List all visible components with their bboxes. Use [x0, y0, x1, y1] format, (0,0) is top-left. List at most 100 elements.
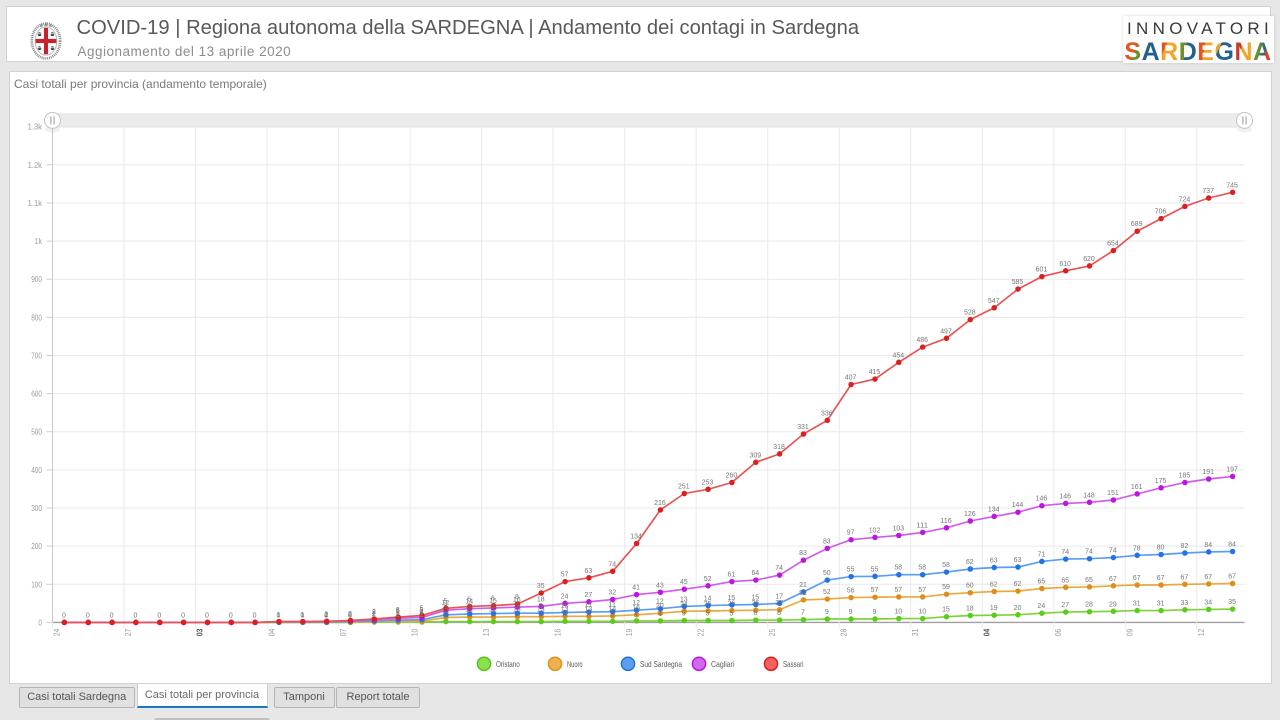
svg-text:0: 0: [181, 610, 185, 619]
svg-text:2: 2: [515, 610, 519, 619]
svg-text:63: 63: [1014, 555, 1022, 564]
svg-text:146: 146: [1059, 491, 1071, 500]
svg-text:65: 65: [1038, 577, 1046, 586]
svg-text:5: 5: [443, 596, 447, 605]
svg-text:6: 6: [420, 605, 424, 614]
svg-text:57: 57: [561, 570, 569, 579]
svg-text:2: 2: [443, 610, 447, 619]
svg-text:6: 6: [491, 594, 495, 603]
svg-text:620: 620: [1083, 254, 1095, 263]
svg-text:74: 74: [608, 559, 616, 568]
svg-text:63: 63: [585, 566, 593, 575]
svg-text:3: 3: [396, 605, 400, 614]
svg-text:14: 14: [704, 594, 712, 603]
svg-text:9: 9: [873, 607, 877, 616]
svg-text:1: 1: [324, 610, 328, 619]
svg-text:04: 04: [266, 628, 276, 636]
svg-text:78: 78: [1133, 543, 1141, 552]
svg-text:28: 28: [838, 628, 848, 636]
svg-text:65: 65: [1061, 575, 1069, 584]
svg-text:35: 35: [537, 581, 545, 590]
svg-text:2: 2: [539, 610, 543, 619]
svg-text:1.2k: 1.2k: [28, 160, 43, 170]
svg-text:84: 84: [1204, 540, 1212, 549]
svg-text:20: 20: [656, 601, 664, 610]
svg-text:31: 31: [1133, 599, 1141, 608]
svg-text:18: 18: [966, 604, 974, 613]
svg-text:102: 102: [869, 525, 881, 534]
svg-text:67: 67: [1157, 573, 1165, 582]
svg-text:62: 62: [990, 580, 998, 589]
svg-text:1.3k: 1.3k: [28, 122, 43, 132]
svg-text:0: 0: [300, 610, 304, 619]
svg-text:9: 9: [491, 602, 495, 611]
svg-text:65: 65: [1085, 575, 1093, 584]
svg-text:0: 0: [324, 610, 328, 619]
svg-text:400: 400: [31, 465, 42, 475]
svg-text:15: 15: [489, 596, 497, 605]
svg-text:83: 83: [823, 536, 831, 545]
svg-text:0: 0: [133, 610, 137, 619]
svg-text:67: 67: [1109, 574, 1117, 583]
svg-text:9: 9: [539, 601, 543, 610]
svg-text:3: 3: [586, 609, 590, 618]
svg-text:10: 10: [409, 628, 419, 636]
svg-text:74: 74: [1061, 547, 1069, 556]
svg-text:18: 18: [537, 594, 545, 603]
svg-text:610: 610: [1059, 259, 1071, 268]
svg-text:14: 14: [465, 597, 473, 606]
svg-text:13: 13: [481, 628, 491, 636]
svg-text:2: 2: [396, 609, 400, 618]
svg-text:528: 528: [964, 308, 976, 317]
svg-text:24: 24: [680, 599, 688, 608]
svg-text:27: 27: [123, 628, 133, 636]
svg-text:55: 55: [871, 564, 879, 573]
svg-text:12: 12: [632, 598, 640, 607]
svg-text:19: 19: [990, 603, 998, 612]
svg-text:Nuoro: Nuoro: [567, 659, 583, 669]
svg-text:585: 585: [1012, 277, 1024, 286]
svg-text:62: 62: [966, 557, 974, 566]
svg-text:83: 83: [799, 548, 807, 557]
svg-text:724: 724: [1179, 194, 1191, 203]
svg-text:17: 17: [775, 591, 783, 600]
svg-text:12: 12: [465, 605, 473, 614]
svg-text:56: 56: [847, 586, 855, 595]
svg-text:03: 03: [195, 628, 205, 636]
svg-text:21: 21: [799, 580, 807, 589]
svg-text:146: 146: [1036, 494, 1048, 503]
svg-text:11: 11: [585, 600, 593, 609]
svg-text:45: 45: [680, 577, 688, 586]
svg-text:31: 31: [910, 628, 920, 636]
svg-text:900: 900: [31, 274, 42, 284]
svg-text:600: 600: [31, 389, 42, 399]
svg-text:2: 2: [420, 609, 424, 618]
svg-text:84: 84: [1228, 540, 1236, 549]
svg-text:74: 74: [1109, 546, 1117, 555]
svg-text:63: 63: [990, 556, 998, 565]
svg-text:0: 0: [110, 610, 114, 619]
svg-text:35: 35: [1228, 597, 1236, 606]
svg-text:253: 253: [702, 477, 714, 486]
svg-text:06: 06: [1053, 628, 1063, 636]
svg-text:601: 601: [1036, 265, 1048, 274]
svg-text:60: 60: [966, 581, 974, 590]
svg-text:67: 67: [1204, 572, 1212, 581]
svg-text:34: 34: [1204, 597, 1212, 606]
svg-text:2: 2: [372, 607, 376, 616]
svg-text:16: 16: [513, 595, 521, 604]
svg-text:15: 15: [942, 605, 950, 614]
svg-text:13: 13: [537, 605, 545, 614]
svg-text:24: 24: [52, 628, 62, 636]
svg-text:111: 111: [916, 520, 928, 529]
svg-text:58: 58: [918, 563, 926, 572]
svg-text:Sassari: Sassari: [783, 659, 804, 669]
svg-text:13: 13: [561, 604, 569, 613]
svg-text:336: 336: [821, 408, 833, 417]
svg-text:26: 26: [751, 598, 759, 607]
svg-text:161: 161: [1131, 482, 1143, 491]
svg-text:745: 745: [1226, 180, 1238, 189]
svg-text:12: 12: [442, 598, 450, 607]
svg-text:25: 25: [704, 599, 712, 608]
svg-text:547: 547: [988, 296, 1000, 305]
